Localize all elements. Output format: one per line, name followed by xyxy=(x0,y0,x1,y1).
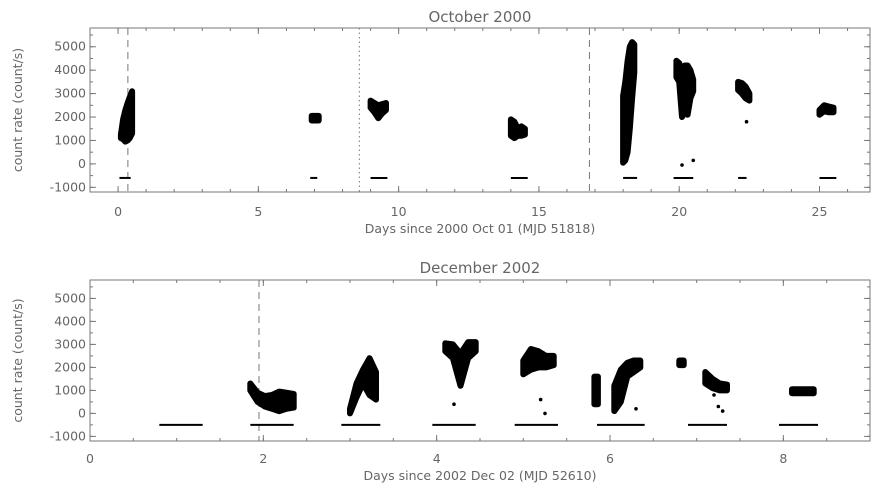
panel2-data-point xyxy=(716,404,721,409)
panel2-y-tick-label: 0 xyxy=(78,405,86,420)
panel1-x-tick-label: 5 xyxy=(254,204,262,219)
panel1-data-point xyxy=(691,158,696,163)
panel1-x-tick-label: 10 xyxy=(391,204,407,219)
panel1-data-cluster xyxy=(816,102,837,118)
panel1-y-tick-label: 5000 xyxy=(54,39,86,54)
panel2-y-tick-label: 2000 xyxy=(54,359,86,374)
panel1-plot-frame xyxy=(89,27,871,193)
panel2-title: December 2002 xyxy=(420,259,541,277)
panel1-data-cluster xyxy=(735,78,753,104)
panel2-data-cluster xyxy=(702,369,730,394)
panel1-y-tick-label: 4000 xyxy=(54,62,86,77)
panel2-y-axis-label: count rate (count/s) xyxy=(10,298,25,422)
panel1-y-tick-label: 0 xyxy=(78,156,86,171)
panel1-data-cluster xyxy=(620,39,638,166)
panel2-data-cluster xyxy=(347,355,379,417)
panel1-title: October 2000 xyxy=(429,8,532,26)
panel2-data-cluster xyxy=(442,339,479,389)
panel1-x-tick-label: 0 xyxy=(114,204,122,219)
panel2-data-point xyxy=(543,411,547,416)
panel2-data-cluster xyxy=(247,380,297,415)
panel2-x-axis-label: Days since 2002 Dec 02 (MJD 52610) xyxy=(363,468,596,483)
panel1-data-cluster xyxy=(367,97,389,122)
panel2-y-tick-label: -1000 xyxy=(50,428,86,443)
panel1-x-axis-label: Days since 2000 Oct 01 (MJD 51818) xyxy=(365,221,595,236)
panel1-data-point xyxy=(680,163,684,167)
panel1-y-tick-label: 3000 xyxy=(54,86,86,101)
panel2-data-point xyxy=(712,393,716,397)
panel1-x-tick-label: 15 xyxy=(531,204,547,219)
panel2-data-point xyxy=(538,397,543,402)
panel1-y-tick-label: 1000 xyxy=(54,132,86,147)
panel2-data-cluster xyxy=(611,357,644,415)
panel1-data-point xyxy=(744,119,749,124)
panel2-y-tick-label: 1000 xyxy=(54,382,86,397)
panel1-y-axis-label: count rate (count/s) xyxy=(10,48,25,172)
panel2-data-cluster xyxy=(789,386,817,397)
panel2-x-tick-label: 4 xyxy=(433,451,441,466)
panel2-data-cluster xyxy=(676,357,687,369)
panel1-data-cluster xyxy=(117,88,136,145)
panel2-x-tick-label: 6 xyxy=(606,451,614,466)
panel2-x-tick-label: 0 xyxy=(86,451,94,466)
panel2-data-cluster xyxy=(520,346,557,378)
panel2-x-tick-label: 8 xyxy=(779,451,787,466)
panel1-data-cluster xyxy=(308,112,322,124)
panel2-x-tick-label: 2 xyxy=(259,451,267,466)
panel1-data-cluster xyxy=(673,57,697,120)
panel2-data-cluster xyxy=(591,373,601,408)
panel2-plot-frame xyxy=(89,279,871,442)
panel1-y-tick-label: 2000 xyxy=(54,109,86,124)
panel1-x-tick-label: 20 xyxy=(671,204,687,219)
panel2-y-tick-label: 5000 xyxy=(54,290,86,305)
panel2-y-tick-label: 4000 xyxy=(54,313,86,328)
panel1-x-tick-label: 25 xyxy=(812,204,828,219)
panel2-y-tick-label: 3000 xyxy=(54,336,86,351)
panel1-data-cluster xyxy=(507,116,528,142)
panel2-data-point xyxy=(452,402,456,407)
panel1-y-tick-label: -1000 xyxy=(50,179,86,194)
panel2-data-point xyxy=(634,407,638,411)
panel2-data-point xyxy=(720,409,725,413)
